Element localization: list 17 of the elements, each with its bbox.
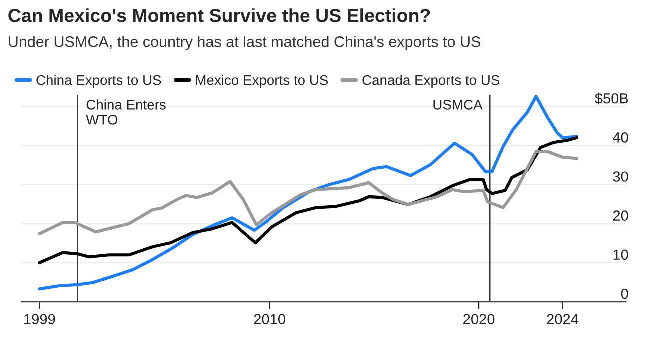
x-tick-label: 2024	[547, 314, 579, 325]
x-tick-label: 2020	[464, 314, 495, 325]
y-tick-label: 40	[613, 132, 628, 143]
ref-line-label: China Enters WTO	[86, 100, 166, 125]
chart-title: Can Mexico's Moment Survive the US Election?	[8, 8, 430, 22]
y-tick-label: 0	[621, 288, 628, 300]
ref-line-label: USMCA	[434, 100, 483, 110]
legend-label: China Exports to US	[36, 75, 162, 88]
x-tick-label: 2010	[254, 314, 286, 325]
x-tick-label: 1999	[24, 314, 56, 325]
legend-label: Canada Exports to US	[362, 75, 500, 88]
y-tick-label: $50B	[595, 92, 628, 105]
y-tick-label: 20	[613, 210, 628, 222]
y-tick-label: 10	[614, 250, 628, 260]
chart-subtitle: Under USMCA, the country has at last matched China's exports to US	[9, 36, 481, 50]
legend-label: Mexico Exports to US	[196, 75, 328, 88]
y-tick-label: 30	[613, 172, 628, 182]
